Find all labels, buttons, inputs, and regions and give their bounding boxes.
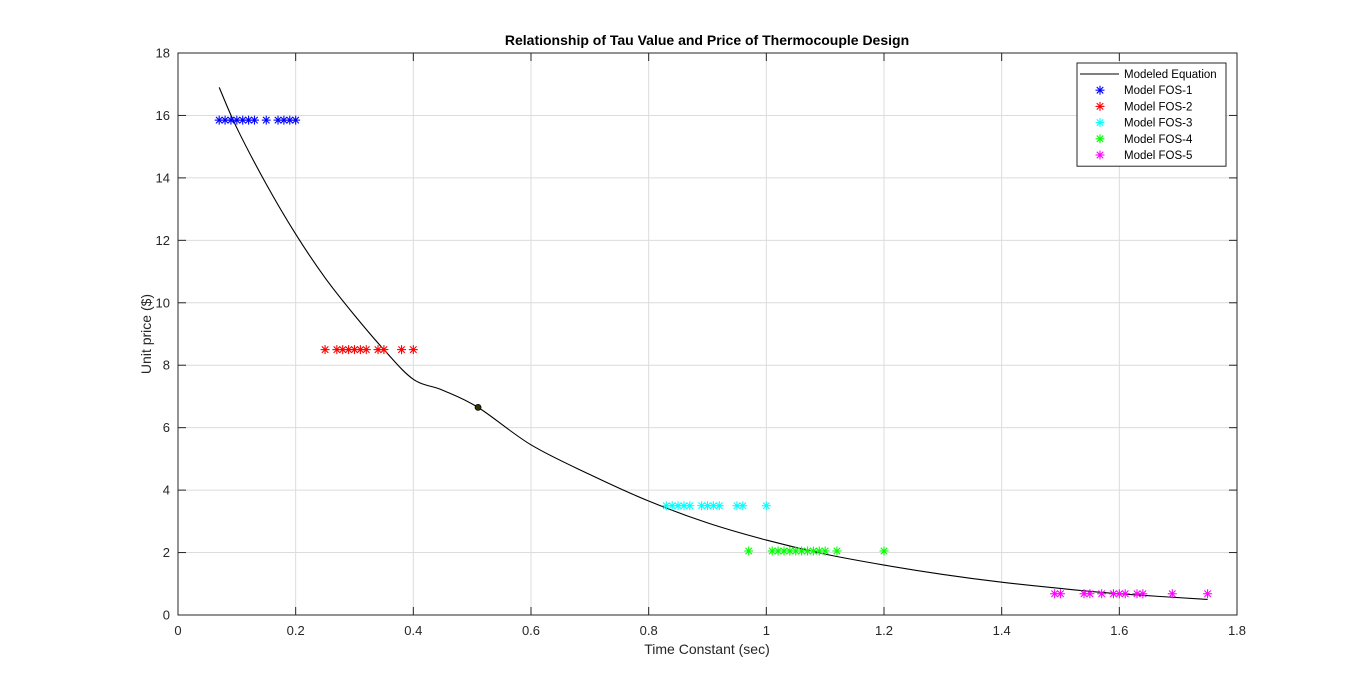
data-point-model-fos-5	[1056, 589, 1065, 599]
x-tick-label: 1.8	[1228, 623, 1246, 638]
highlight-point	[474, 403, 482, 411]
legend-marker-model-fos-4	[1095, 134, 1105, 144]
data-point-model-fos-1	[261, 115, 271, 125]
data-point-model-fos-3	[685, 501, 695, 511]
legend-box	[1076, 62, 1227, 167]
legend: Modeled Equation Model FOS-1 Model FOS-2 Mo…	[1076, 62, 1227, 167]
data-point-model-fos-2	[408, 345, 418, 355]
data-point-model-fos-5	[1120, 589, 1130, 599]
x-tick-label: 0.6	[522, 623, 540, 638]
data-point-model-fos-5	[1079, 589, 1089, 599]
x-tick-label: 1.2	[875, 623, 893, 638]
data-point-model-fos-1	[249, 115, 259, 125]
x-tick-label: 0.4	[404, 623, 422, 638]
axes-background	[178, 53, 1237, 615]
legend-label-model-fos-5: Model FOS-5	[1124, 150, 1192, 162]
data-point-model-fos-3	[738, 501, 748, 511]
data-point-model-fos-2	[379, 345, 389, 355]
plot-area: 0 0.2 0.4 0.6 0.8 1 1.2 1.4 1.6 1.8 0 2 4 6 8 10 12 14 16 1…	[156, 46, 1247, 639]
grid	[178, 53, 1237, 615]
axes-box	[177, 52, 1238, 616]
data-point-model-fos-2	[397, 345, 407, 355]
y-tick-label: 10	[156, 295, 170, 310]
y-tick-label: 18	[156, 46, 170, 61]
data-point-model-fos-3	[667, 501, 677, 511]
data-point-model-fos-5	[1050, 589, 1060, 599]
chart-title: Relationship of Tau Value and Price of T…	[505, 32, 909, 48]
legend-label-model-fos-4: Model FOS-4	[1124, 134, 1193, 146]
legend-marker-model-fos-5	[1095, 150, 1105, 160]
curve-layer	[218, 87, 1208, 600]
data-point-model-fos-1	[273, 115, 283, 125]
legend-marker-model-fos-2	[1095, 101, 1105, 111]
legend-marker-model-fos-1	[1095, 85, 1105, 95]
data-point-model-fos-5	[1097, 589, 1107, 599]
data-point-model-fos-1	[291, 115, 301, 125]
legend-marker-model-fos-3	[1095, 118, 1105, 128]
data-point-model-fos-4	[820, 546, 830, 556]
x-tick-label: 1	[763, 623, 770, 638]
legend-label-model-fos-1: Model FOS-1	[1124, 85, 1192, 97]
data-point-model-fos-4	[879, 546, 889, 556]
data-point-model-fos-4	[814, 546, 824, 556]
data-point-model-fos-2	[332, 345, 342, 355]
legend-label-model-fos-3: Model FOS-3	[1124, 118, 1192, 130]
data-point-model-fos-3	[703, 501, 712, 511]
data-point-model-fos-5	[1167, 589, 1177, 599]
data-point-model-fos-5	[1203, 589, 1213, 599]
y-tick-label: 14	[156, 170, 170, 185]
x-tick-label: 0.8	[640, 623, 658, 638]
y-tick-label: 12	[156, 233, 170, 248]
data-point-model-fos-2	[320, 345, 330, 355]
data-point-model-fos-4	[773, 546, 783, 556]
x-tick-label: 1.6	[1110, 623, 1128, 638]
data-point-model-fos-2	[361, 345, 371, 355]
data-point-model-fos-4	[791, 546, 801, 556]
data-point-model-fos-4	[785, 546, 795, 556]
series-line-modeled-equation	[218, 87, 1208, 600]
data-point-model-fos-4	[744, 546, 754, 556]
x-tick-label: 1.4	[993, 623, 1011, 638]
data-point-model-fos-3	[732, 501, 742, 511]
y-tick-label: 6	[163, 420, 170, 435]
ticks: 0 0.2 0.4 0.6 0.8 1 1.2 1.4 1.6 1.8 0 2 4 6 8 10 12 14 16 1…	[156, 46, 1247, 639]
x-tick-label: 0	[174, 623, 181, 638]
legend-label-modeled-equation: Modeled Equation	[1124, 69, 1217, 81]
data-point-model-fos-5	[1085, 589, 1095, 599]
data-point-model-fos-5	[1138, 589, 1148, 599]
y-axis-label: Unit price ($)	[138, 294, 154, 374]
data-point-model-fos-4	[832, 546, 842, 556]
y-tick-label: 16	[156, 108, 170, 123]
y-tick-label: 2	[163, 545, 170, 560]
data-point-model-fos-3	[714, 501, 724, 511]
legend-label-model-fos-2: Model FOS-2	[1124, 101, 1192, 113]
markers	[214, 115, 1213, 599]
y-tick-label: 0	[163, 608, 170, 623]
y-tick-label: 4	[163, 483, 170, 498]
x-axis-label: Time Constant (sec)	[644, 641, 770, 657]
y-tick-label: 8	[163, 358, 170, 373]
x-tick-label: 0.2	[287, 623, 305, 638]
data-point-model-fos-3	[761, 501, 771, 511]
data-point-model-fos-5	[1108, 589, 1118, 599]
data-point-model-fos-3	[697, 501, 707, 511]
